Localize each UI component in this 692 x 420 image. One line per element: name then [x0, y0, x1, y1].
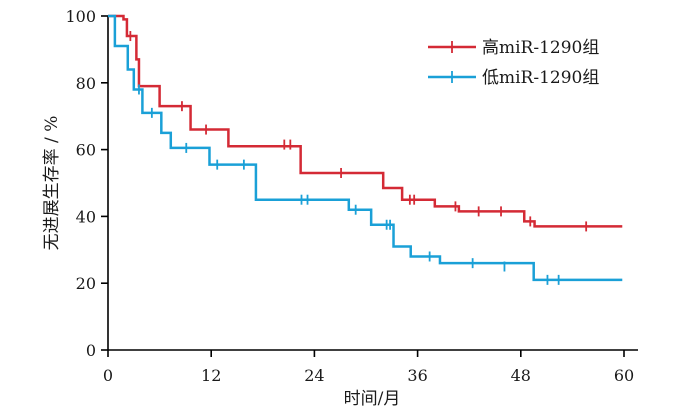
legend-label-high: 高miR-1290组 [482, 38, 599, 58]
x-axis-title: 时间/月 [344, 389, 401, 409]
series-1-step-line [108, 14, 623, 282]
x-tick-label: 0 [103, 366, 113, 385]
y-axis-title: 无进展生存率 / % [42, 116, 62, 251]
y-tick-label: 40 [76, 207, 96, 226]
x-tick-label: 48 [511, 366, 531, 385]
x-tick-label: 12 [201, 366, 221, 385]
survival-curves [108, 14, 623, 285]
y-tick-label: 0 [86, 341, 96, 360]
y-axis-ticks: 0 20 40 60 80 100 [65, 7, 108, 360]
x-tick-label: 36 [407, 366, 427, 385]
y-tick-label: 80 [76, 74, 96, 93]
x-tick-label: 60 [614, 366, 634, 385]
x-axis-ticks: 0 12 24 36 48 60 [103, 350, 634, 385]
y-tick-label: 60 [76, 141, 96, 160]
y-tick-label: 100 [65, 7, 96, 26]
legend: 高miR-1290组 低miR-1290组 [428, 38, 599, 88]
y-tick-label: 20 [76, 274, 96, 293]
series-0-step-line [108, 14, 623, 228]
x-tick-label: 24 [304, 366, 324, 385]
legend-label-low: 低miR-1290组 [482, 68, 599, 88]
